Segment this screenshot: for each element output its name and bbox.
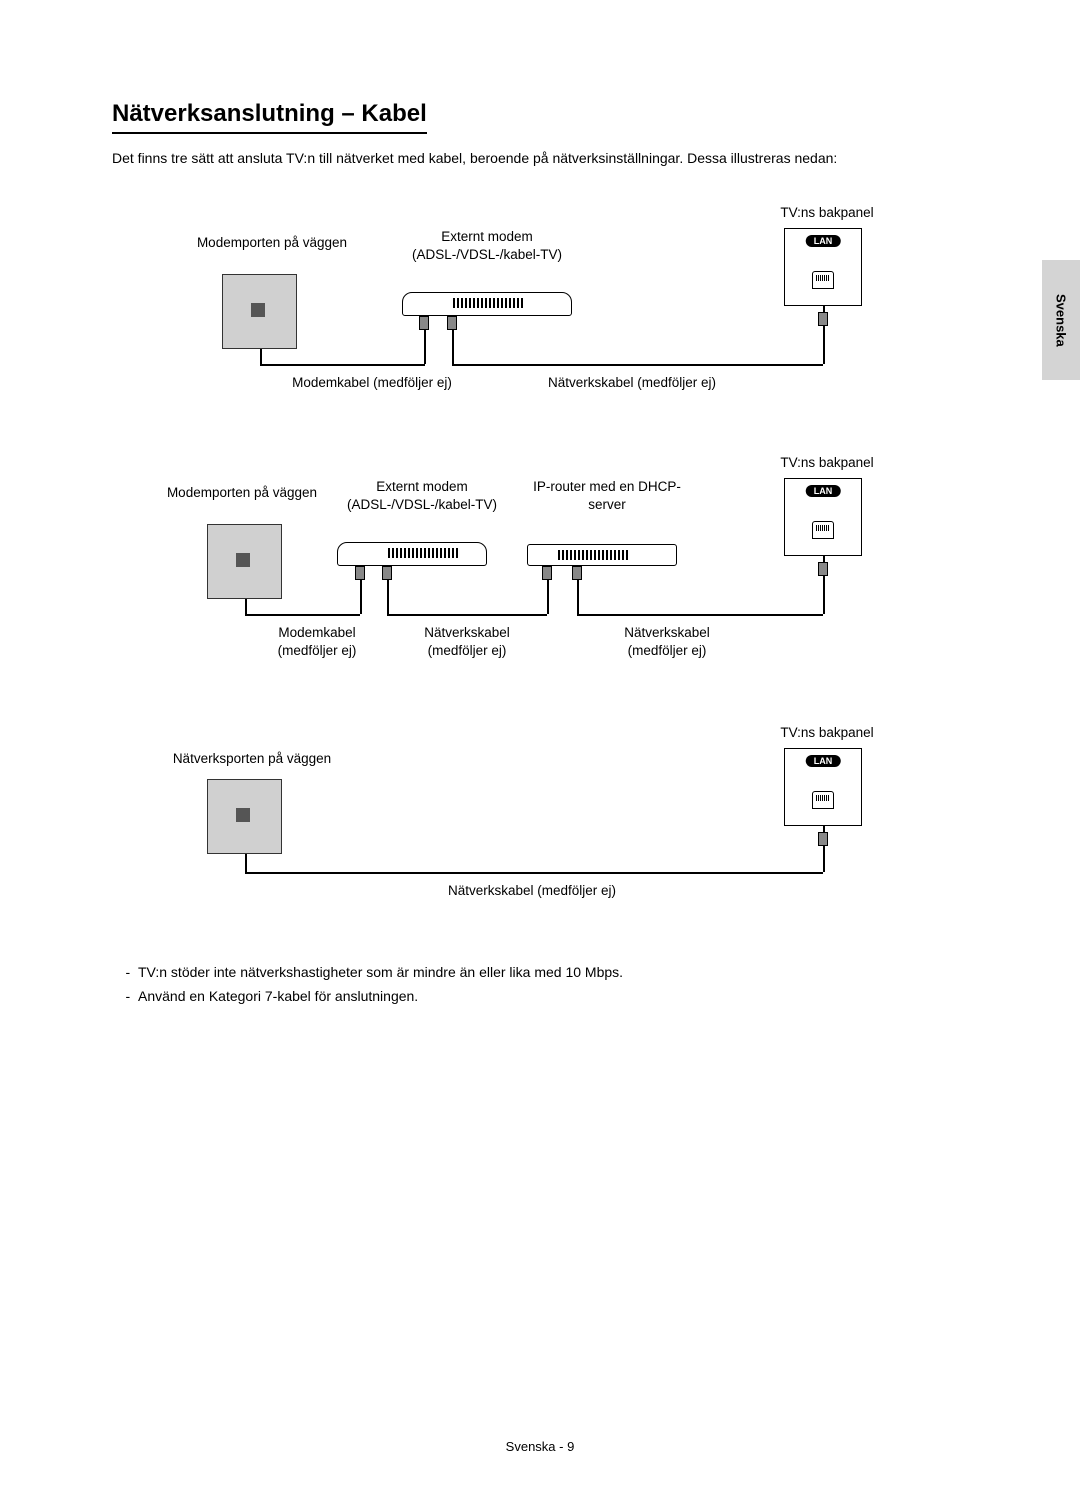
connector-icon (818, 832, 828, 846)
tv-panel-icon: LAN (784, 748, 862, 826)
modem-label-line2: (ADSL-/VDSL-/kabel-TV) (347, 497, 497, 512)
cable (452, 364, 823, 366)
diagram-direct-lan: TV:ns bakpanel Nätverksporten på väggen … (112, 724, 892, 914)
wall-port-icon (207, 524, 282, 599)
cable-label-line2: (medföljer ej) (428, 643, 507, 658)
cable (245, 599, 247, 614)
connector-icon (818, 312, 828, 326)
connector-icon (542, 566, 552, 580)
cable (387, 614, 547, 616)
modem-icon (337, 542, 487, 566)
backpanel-label: TV:ns bakpanel (762, 454, 892, 472)
diagram-modem-direct: TV:ns bakpanel Modemporten på väggen Ext… (112, 204, 892, 404)
cable (260, 364, 425, 366)
cable-label-line1: Nätverkskabel (624, 625, 710, 640)
language-tab: Svenska (1042, 260, 1080, 380)
wall-port-icon (207, 779, 282, 854)
lan-port-icon (812, 791, 834, 809)
intro-text: Det finns tre sätt att ansluta TV:n till… (112, 150, 972, 166)
modem-label-line1: Externt modem (441, 229, 533, 244)
network-cable-label: Nätverkskabel (medföljer ej) (402, 882, 662, 900)
connector-icon (572, 566, 582, 580)
network-cable-label: Nätverkskabel (medföljer ej) (602, 624, 732, 659)
page-title: Nätverksanslutning – Kabel (112, 100, 427, 134)
modem-cable-label: Modemkabel (medföljer ej) (252, 624, 382, 659)
page-footer: Svenska - 9 (0, 1439, 1080, 1454)
connector-icon (419, 316, 429, 330)
cable (245, 872, 823, 874)
backpanel-label: TV:ns bakpanel (762, 724, 892, 742)
tv-panel-icon: LAN (784, 478, 862, 556)
connector-icon (818, 562, 828, 576)
language-tab-label: Svenska (1054, 294, 1069, 347)
notes-list: TV:n stöder inte nätverkshastigheter som… (112, 964, 972, 1004)
connector-icon (355, 566, 365, 580)
lan-badge: LAN (806, 755, 841, 767)
modem-cable-label: Modemkabel (medföljer ej) (272, 374, 472, 392)
connector-icon (447, 316, 457, 330)
wall-port-icon (222, 274, 297, 349)
modem-label-line2: (ADSL-/VDSL-/kabel-TV) (412, 247, 562, 262)
note-item: Använd en Kategori 7-kabel för anslutnin… (138, 988, 972, 1004)
lan-badge: LAN (806, 485, 841, 497)
network-cable-label: Nätverkskabel (medföljer ej) (532, 374, 732, 392)
backpanel-label: TV:ns bakpanel (762, 204, 892, 222)
cable (245, 854, 247, 872)
modem-label: Externt modem (ADSL-/VDSL-/kabel-TV) (392, 228, 582, 263)
wall-port-label: Modemporten på väggen (152, 484, 332, 502)
wall-port-label: Modemporten på väggen (182, 234, 362, 252)
modem-label: Externt modem (ADSL-/VDSL-/kabel-TV) (337, 478, 507, 513)
page-content: Nätverksanslutning – Kabel Det finns tre… (112, 100, 972, 1012)
wall-port-label: Nätverksporten på väggen (152, 750, 352, 768)
router-label: IP-router med en DHCP-server (522, 478, 692, 513)
connector-icon (382, 566, 392, 580)
cable-label-line2: (medföljer ej) (628, 643, 707, 658)
diagram-modem-router: TV:ns bakpanel Modemporten på väggen Ext… (112, 454, 892, 674)
cable-label-line1: Nätverkskabel (424, 625, 510, 640)
lan-port-icon (812, 271, 834, 289)
network-cable-label: Nätverkskabel (medföljer ej) (402, 624, 532, 659)
cable-label-line2: (medföljer ej) (278, 643, 357, 658)
note-item: TV:n stöder inte nätverkshastigheter som… (138, 964, 972, 980)
cable (245, 614, 360, 616)
cable-label-line1: Modemkabel (278, 625, 355, 640)
cable (260, 349, 262, 364)
modem-icon (402, 292, 572, 316)
modem-label-line1: Externt modem (376, 479, 468, 494)
lan-badge: LAN (806, 235, 841, 247)
tv-panel-icon: LAN (784, 228, 862, 306)
cable (577, 614, 823, 616)
lan-port-icon (812, 521, 834, 539)
router-icon (527, 544, 677, 566)
